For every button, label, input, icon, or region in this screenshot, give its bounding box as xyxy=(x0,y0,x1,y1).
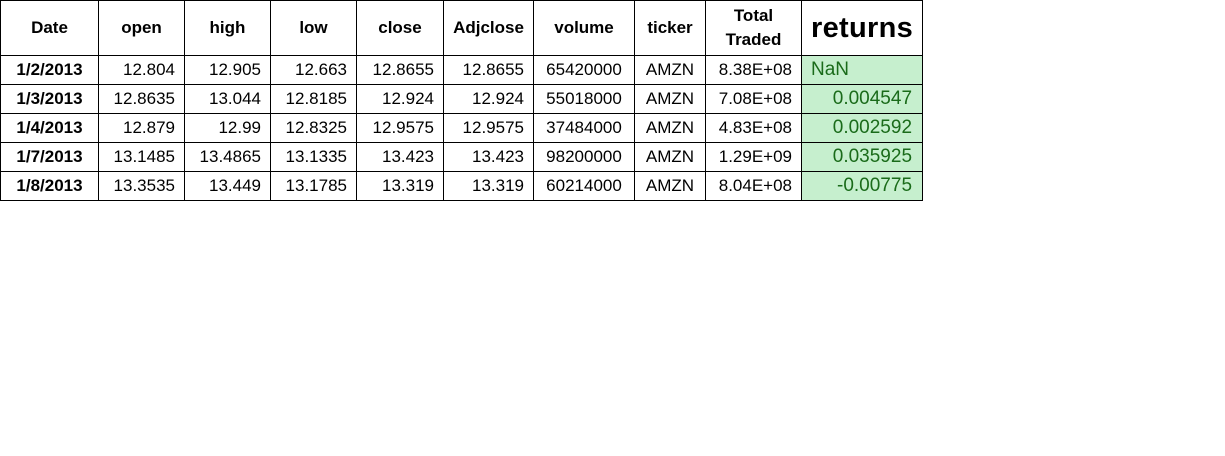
cell-close[interactable]: 13.423 xyxy=(356,142,444,172)
cell-high[interactable]: 12.99 xyxy=(184,113,271,143)
cell-ticker[interactable]: AMZN xyxy=(634,84,706,114)
table-body: 1/2/2013 12.804 12.905 12.663 12.8655 12… xyxy=(0,55,924,201)
header-adjclose[interactable]: Adjclose xyxy=(443,0,534,56)
cell-total-traded[interactable]: 7.08E+08 xyxy=(705,84,802,114)
cell-high[interactable]: 12.905 xyxy=(184,55,271,85)
cell-total-traded[interactable]: 1.29E+09 xyxy=(705,142,802,172)
cell-adjclose[interactable]: 12.9575 xyxy=(443,113,534,143)
cell-close[interactable]: 13.319 xyxy=(356,171,444,201)
cell-volume[interactable]: 98200000 xyxy=(533,142,635,172)
cell-open[interactable]: 12.804 xyxy=(98,55,185,85)
header-low[interactable]: low xyxy=(270,0,357,56)
cell-volume[interactable]: 60214000 xyxy=(533,171,635,201)
header-close[interactable]: close xyxy=(356,0,444,56)
cell-returns[interactable]: NaN xyxy=(800,55,924,85)
cell-adjclose[interactable]: 12.8655 xyxy=(443,55,534,85)
cell-date[interactable]: 1/3/2013 xyxy=(0,84,99,114)
stock-data-table: Date open high low close Adjclose volume… xyxy=(0,0,924,201)
header-high[interactable]: high xyxy=(184,0,271,56)
table-row: 1/3/2013 12.8635 13.044 12.8185 12.924 1… xyxy=(0,84,924,114)
header-total-traded[interactable]: Total Traded xyxy=(705,0,802,56)
cell-low[interactable]: 12.8185 xyxy=(270,84,357,114)
table-row: 1/7/2013 13.1485 13.4865 13.1335 13.423 … xyxy=(0,142,924,172)
cell-high[interactable]: 13.449 xyxy=(184,171,271,201)
cell-low[interactable]: 13.1335 xyxy=(270,142,357,172)
cell-adjclose[interactable]: 13.319 xyxy=(443,171,534,201)
cell-adjclose[interactable]: 13.423 xyxy=(443,142,534,172)
header-ticker[interactable]: ticker xyxy=(634,0,706,56)
table-row: 1/2/2013 12.804 12.905 12.663 12.8655 12… xyxy=(0,55,924,85)
header-returns[interactable]: returns xyxy=(800,0,924,56)
cell-ticker[interactable]: AMZN xyxy=(634,171,706,201)
cell-ticker[interactable]: AMZN xyxy=(634,55,706,85)
cell-date[interactable]: 1/7/2013 xyxy=(0,142,99,172)
cell-low[interactable]: 12.8325 xyxy=(270,113,357,143)
cell-close[interactable]: 12.924 xyxy=(356,84,444,114)
table-row: 1/8/2013 13.3535 13.449 13.1785 13.319 1… xyxy=(0,171,924,201)
cell-high[interactable]: 13.4865 xyxy=(184,142,271,172)
cell-open[interactable]: 12.8635 xyxy=(98,84,185,114)
cell-returns[interactable]: 0.002592 xyxy=(800,113,924,143)
cell-date[interactable]: 1/8/2013 xyxy=(0,171,99,201)
cell-volume[interactable]: 55018000 xyxy=(533,84,635,114)
header-date[interactable]: Date xyxy=(0,0,99,56)
cell-open[interactable]: 13.1485 xyxy=(98,142,185,172)
cell-returns[interactable]: 0.035925 xyxy=(800,142,924,172)
cell-open[interactable]: 13.3535 xyxy=(98,171,185,201)
header-row: Date open high low close Adjclose volume… xyxy=(0,0,924,56)
cell-returns[interactable]: -0.00775 xyxy=(800,171,924,201)
cell-low[interactable]: 12.663 xyxy=(270,55,357,85)
cell-low[interactable]: 13.1785 xyxy=(270,171,357,201)
cell-total-traded[interactable]: 8.04E+08 xyxy=(705,171,802,201)
cell-close[interactable]: 12.9575 xyxy=(356,113,444,143)
cell-returns[interactable]: 0.004547 xyxy=(800,84,924,114)
cell-ticker[interactable]: AMZN xyxy=(634,142,706,172)
header-open[interactable]: open xyxy=(98,0,185,56)
cell-high[interactable]: 13.044 xyxy=(184,84,271,114)
cell-total-traded[interactable]: 4.83E+08 xyxy=(705,113,802,143)
header-volume[interactable]: volume xyxy=(533,0,635,56)
cell-date[interactable]: 1/4/2013 xyxy=(0,113,99,143)
cell-volume[interactable]: 37484000 xyxy=(533,113,635,143)
cell-volume[interactable]: 65420000 xyxy=(533,55,635,85)
cell-open[interactable]: 12.879 xyxy=(98,113,185,143)
cell-adjclose[interactable]: 12.924 xyxy=(443,84,534,114)
cell-date[interactable]: 1/2/2013 xyxy=(0,55,99,85)
cell-ticker[interactable]: AMZN xyxy=(634,113,706,143)
table-header: Date open high low close Adjclose volume… xyxy=(0,0,924,56)
cell-total-traded[interactable]: 8.38E+08 xyxy=(705,55,802,85)
cell-close[interactable]: 12.8655 xyxy=(356,55,444,85)
table-row: 1/4/2013 12.879 12.99 12.8325 12.9575 12… xyxy=(0,113,924,143)
